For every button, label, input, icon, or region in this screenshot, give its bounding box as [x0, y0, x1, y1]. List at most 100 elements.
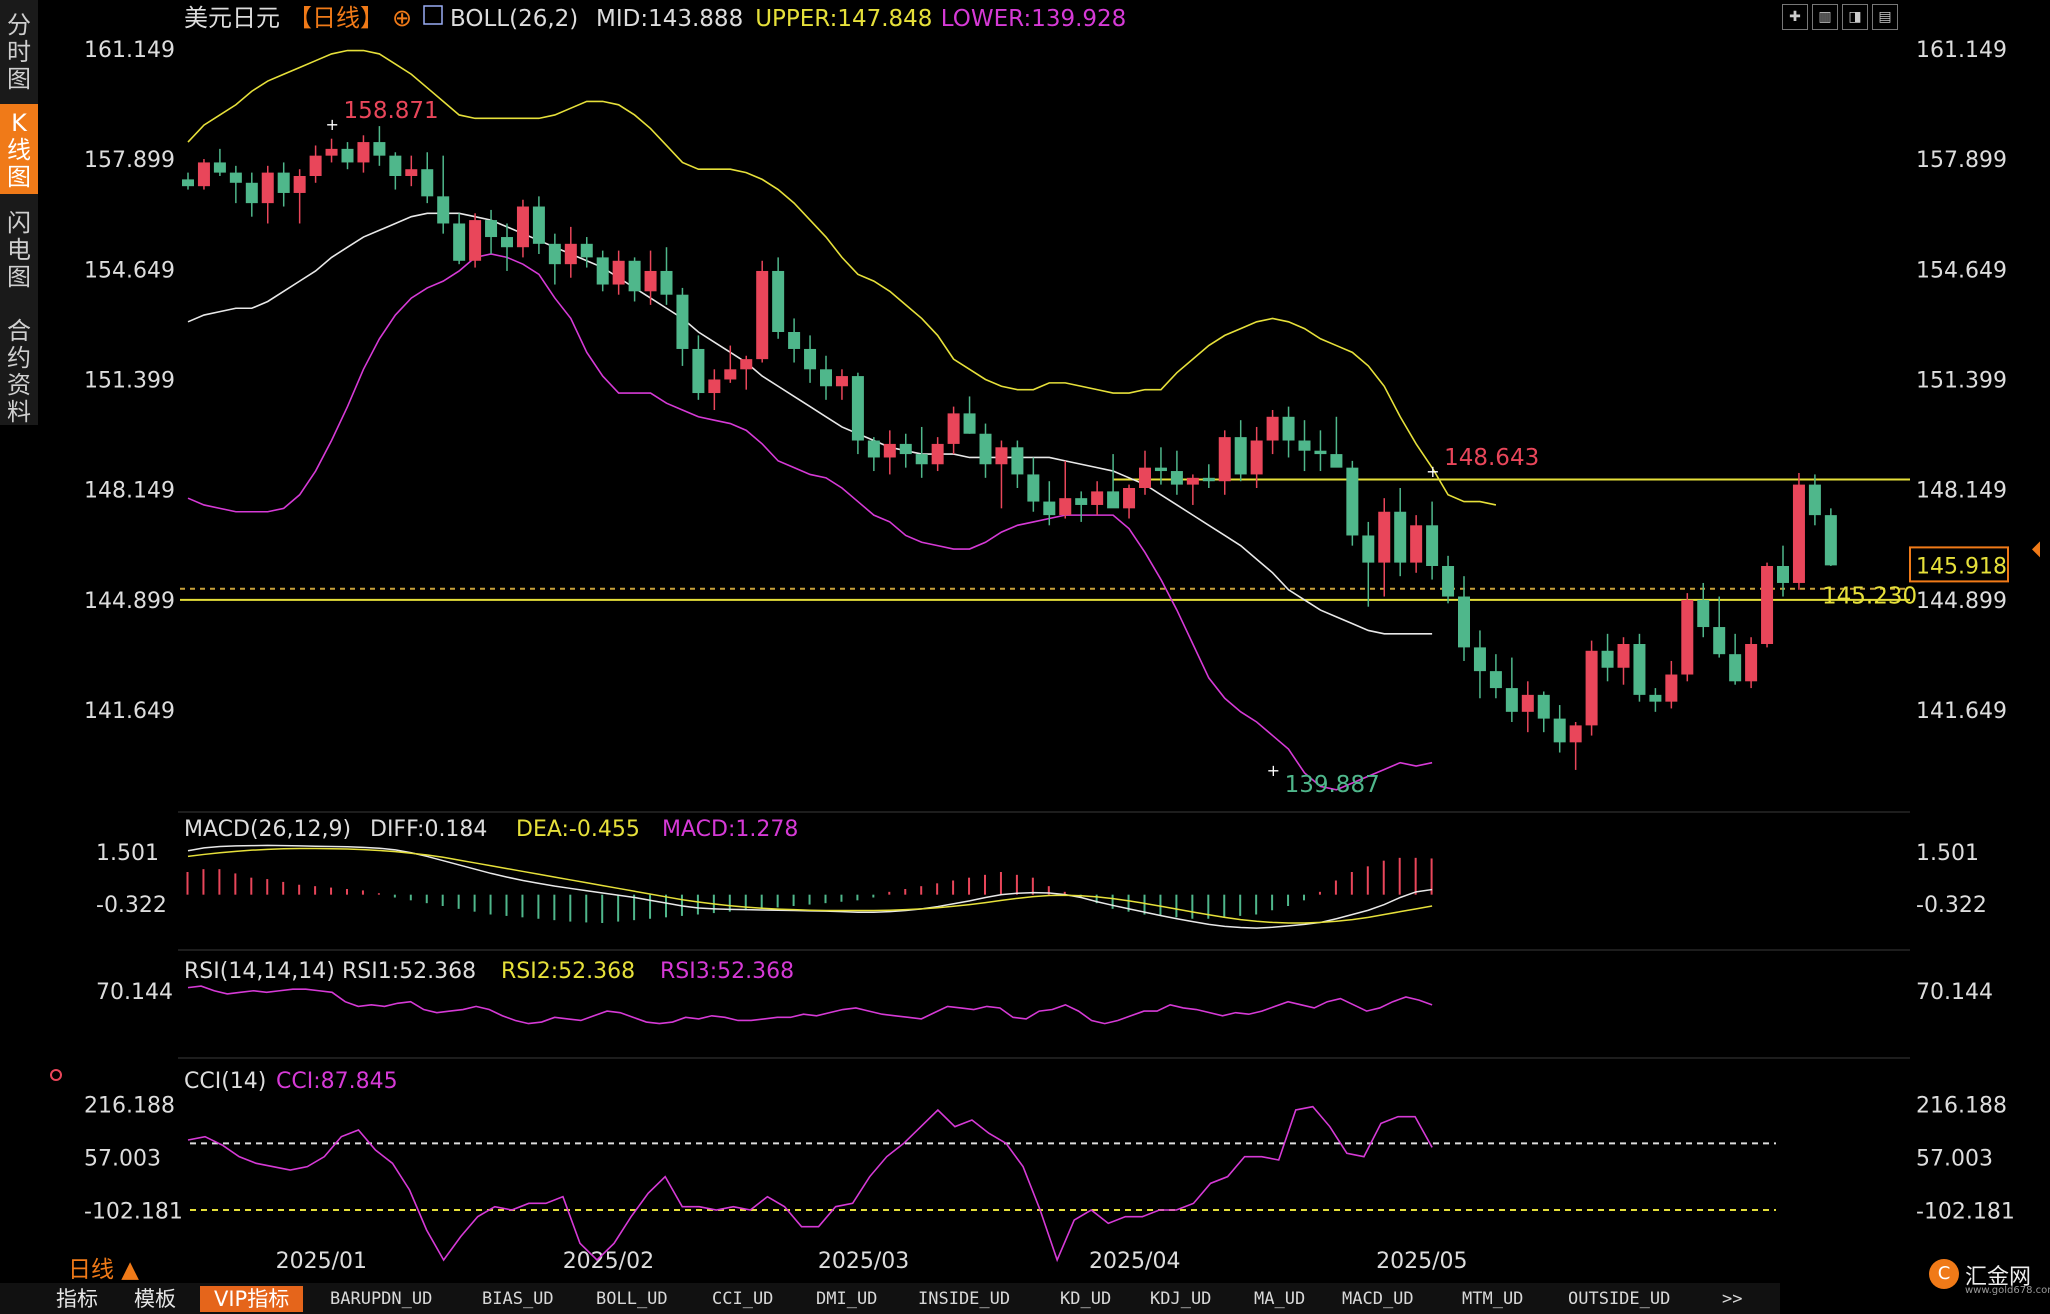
candle-body: [820, 369, 832, 387]
candle-body: [1537, 694, 1550, 719]
candle-body: [1011, 447, 1024, 475]
candle-body: [1473, 647, 1486, 672]
rsi-line: [187, 985, 1433, 1025]
period-selector[interactable]: 日线 ▲: [68, 1257, 139, 1283]
candle-body: [373, 142, 386, 156]
y-tick-left: 151.399: [84, 369, 175, 394]
template-button[interactable]: 模板: [134, 1287, 176, 1311]
indicator-tab[interactable]: KDJ_UD: [1150, 1289, 1212, 1309]
sidebar-item-flash[interactable]: 闪电图: [7, 209, 31, 291]
candle-body: [1808, 484, 1821, 516]
indicator-tab[interactable]: DMI_UD: [816, 1289, 878, 1309]
candle-body: [1649, 694, 1662, 702]
candle-body: [660, 270, 673, 295]
candle-body: [261, 172, 274, 204]
indicator-tab[interactable]: BOLL_UD: [596, 1289, 668, 1309]
macd-y-tick: -0.322: [96, 893, 167, 918]
macd-y-tick: -0.322: [1916, 893, 1987, 918]
sidebar-item-contract-info[interactable]: 合约资料: [7, 317, 31, 426]
candle-body: [1410, 525, 1423, 563]
candle-body: [628, 260, 641, 292]
indicator-icon: [423, 5, 443, 25]
vip-indicator-button[interactable]: VIP指标: [200, 1286, 304, 1312]
indicator-tab[interactable]: >>: [1722, 1289, 1743, 1309]
candle-body: [1792, 484, 1805, 583]
sidebar-item-timeshare[interactable]: 分时图: [7, 11, 31, 93]
candle-body: [851, 376, 864, 441]
candle-body: [469, 220, 482, 261]
candle-body: [1394, 511, 1407, 563]
cci-y-tick: -102.181: [84, 1200, 183, 1225]
candle-body: [1665, 674, 1678, 702]
candle-body: [1091, 491, 1104, 505]
candle-body: [708, 379, 721, 394]
rsi-y-tick: 70.144: [1916, 980, 1993, 1005]
boll-legend: BOLL(26,2): [450, 6, 578, 32]
indicator-tab[interactable]: OUTSIDE_UD: [1568, 1289, 1671, 1309]
y-tick-left: 154.649: [84, 258, 175, 283]
y-tick-left: 161.149: [84, 38, 175, 63]
candle-body: [485, 220, 498, 238]
cci-y-tick: 216.188: [1916, 1094, 2007, 1119]
candle-body: [1426, 525, 1439, 566]
candle-body: [1059, 498, 1072, 516]
candle-body: [1202, 477, 1215, 482]
indicator-tab[interactable]: MA_UD: [1254, 1289, 1306, 1309]
indicator-tab[interactable]: MACD_UD: [1342, 1289, 1414, 1309]
chart-title: ⊕: [392, 4, 412, 32]
candle-body: [979, 433, 992, 465]
candle-body: [357, 142, 370, 163]
candle-body: [564, 243, 577, 265]
candle-body: [405, 169, 418, 176]
candle-body: [788, 332, 801, 349]
indicator-tab[interactable]: BIAS_UD: [482, 1289, 554, 1309]
indicator-tab[interactable]: BARUPDN_UD: [330, 1289, 433, 1309]
candle-body: [229, 172, 242, 183]
indicator-tab[interactable]: MTM_UD: [1462, 1289, 1524, 1309]
cci-y-tick: 216.188: [84, 1094, 175, 1119]
last-price-label: 145.918: [1916, 554, 2007, 579]
level-label: 145.230: [1822, 584, 1917, 610]
crosshair-icon[interactable]: ✚: [1782, 4, 1808, 30]
candle-body: [915, 454, 928, 465]
bar-chart-icon[interactable]: ▥: [1812, 4, 1838, 30]
candle-body: [1713, 627, 1726, 655]
candle-body: [1346, 467, 1359, 536]
line-chart-icon[interactable]: ◨: [1842, 4, 1868, 30]
macd-legend: DEA:-0.455: [516, 817, 640, 842]
last-price-box: [1909, 546, 2009, 583]
candle-body: [1442, 566, 1455, 597]
x-tick-label: 2025/05: [1376, 1249, 1467, 1274]
candle-body: [277, 172, 290, 193]
cci-legend: CCI:87.845: [276, 1069, 398, 1094]
candle-body: [804, 348, 817, 370]
candle-body: [1330, 454, 1343, 468]
candle-body: [1601, 650, 1614, 668]
candle-body: [1729, 654, 1742, 682]
candle-body: [1154, 467, 1167, 472]
logo-url: www.gold678.com: [1965, 1285, 2050, 1296]
macd-y-tick: 1.501: [96, 841, 159, 866]
candle-body: [644, 270, 657, 292]
candle-body: [724, 369, 737, 380]
candle-body: [1027, 474, 1040, 502]
indicator-tab[interactable]: CCI_UD: [712, 1289, 774, 1309]
macd-legend: MACD:1.278: [662, 817, 798, 842]
candle-body: [1250, 440, 1263, 475]
indicator-tab[interactable]: INSIDE_UD: [918, 1289, 1011, 1309]
indicator-button[interactable]: 指标: [56, 1287, 98, 1311]
candle-body: [676, 294, 689, 349]
rsi-y-tick: 70.144: [96, 980, 173, 1005]
candle-body: [1521, 694, 1534, 712]
cci-title: CCI(14): [184, 1069, 266, 1094]
rsi-legend: RSI1:52.368: [342, 959, 476, 984]
indicator-tab[interactable]: KD_UD: [1060, 1289, 1112, 1309]
candle-body: [453, 223, 466, 261]
candle-body: [1362, 535, 1375, 563]
target-icon: [50, 1069, 62, 1081]
settings-chart-icon[interactable]: ▤: [1872, 4, 1898, 30]
logo-icon: C: [1929, 1259, 1959, 1289]
